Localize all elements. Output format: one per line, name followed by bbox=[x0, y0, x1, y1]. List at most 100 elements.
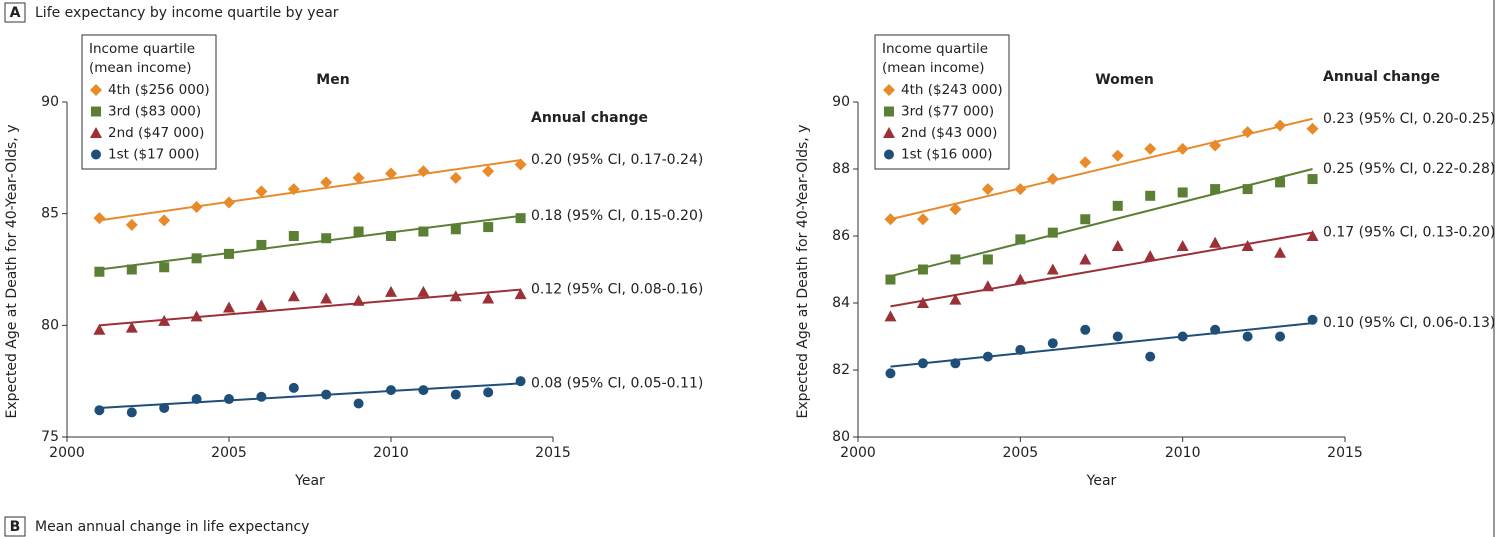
point bbox=[515, 376, 526, 387]
point bbox=[386, 231, 396, 241]
trend-line bbox=[890, 117, 1313, 221]
annotation-title: Annual change bbox=[531, 110, 648, 126]
x-axis-label: Year bbox=[294, 473, 325, 489]
point bbox=[1210, 324, 1221, 335]
point bbox=[1177, 187, 1188, 198]
y-tick-label: 80 bbox=[832, 429, 850, 445]
point bbox=[224, 248, 234, 259]
trend-line bbox=[890, 231, 1313, 308]
point bbox=[1047, 338, 1058, 349]
point bbox=[1176, 142, 1189, 155]
point bbox=[884, 213, 897, 226]
point bbox=[288, 231, 299, 241]
panel-label: A bbox=[10, 5, 21, 21]
legend-label: 4th ($256 000) bbox=[108, 82, 210, 98]
point bbox=[950, 358, 961, 369]
point bbox=[450, 224, 461, 235]
point bbox=[514, 288, 527, 300]
point bbox=[385, 167, 397, 180]
point bbox=[1241, 126, 1254, 139]
point bbox=[1241, 240, 1254, 252]
point bbox=[158, 314, 171, 326]
y-tick-label: 90 bbox=[832, 94, 850, 110]
point bbox=[353, 226, 364, 237]
legend-marker bbox=[883, 127, 895, 138]
trend-line bbox=[99, 288, 521, 327]
point bbox=[885, 274, 896, 285]
point bbox=[1274, 246, 1287, 258]
point bbox=[352, 171, 365, 184]
legend-label: 3rd ($83 000) bbox=[108, 104, 201, 120]
point bbox=[949, 293, 962, 305]
annotation: 0.10 (95% CI, 0.06-0.13) bbox=[1323, 315, 1495, 331]
point bbox=[950, 254, 961, 265]
point bbox=[1242, 331, 1253, 342]
y-axis-label: Expected Age at Death for 40-Year-Olds, … bbox=[795, 125, 811, 419]
chart-subtitle: Men bbox=[316, 72, 349, 88]
point bbox=[385, 285, 397, 297]
point bbox=[1306, 230, 1319, 241]
point bbox=[126, 264, 137, 275]
legend-title: Income quartile bbox=[882, 41, 988, 57]
point bbox=[125, 321, 138, 333]
legend-marker bbox=[91, 106, 101, 117]
point bbox=[1145, 351, 1156, 362]
point bbox=[1079, 156, 1092, 169]
point bbox=[417, 165, 430, 178]
x-axis-label: Year bbox=[1086, 473, 1117, 489]
legend-label: 3rd ($77 000) bbox=[901, 104, 994, 120]
point bbox=[191, 253, 202, 264]
point bbox=[981, 280, 994, 292]
point bbox=[1080, 324, 1091, 335]
point bbox=[1306, 122, 1319, 135]
point bbox=[1112, 331, 1123, 342]
annotation: 0.08 (95% CI, 0.05-0.11) bbox=[531, 375, 703, 391]
point bbox=[386, 385, 396, 396]
annotation: 0.12 (95% CI, 0.08-0.16) bbox=[531, 282, 703, 298]
point bbox=[450, 389, 461, 400]
panel-label-box bbox=[4, 2, 26, 23]
point bbox=[1177, 331, 1188, 342]
point bbox=[126, 407, 137, 418]
point bbox=[190, 200, 203, 213]
point bbox=[483, 387, 494, 398]
legend-title: Income quartile bbox=[89, 41, 195, 57]
trend-line bbox=[890, 168, 1313, 278]
annotation: 0.25 (95% CI, 0.22-0.28) bbox=[1323, 161, 1495, 177]
point bbox=[353, 398, 364, 409]
panel-title: Life expectancy by income quartile by ye… bbox=[35, 5, 339, 21]
point bbox=[916, 297, 929, 308]
legend-marker bbox=[91, 149, 101, 160]
y-tick-label: 90 bbox=[41, 94, 59, 110]
x-tick-label: 2010 bbox=[373, 445, 409, 461]
point bbox=[256, 239, 267, 250]
legend-label: 2nd ($43 000) bbox=[901, 125, 997, 141]
point bbox=[287, 290, 300, 302]
point bbox=[320, 292, 333, 304]
point bbox=[159, 262, 170, 273]
point bbox=[417, 285, 430, 297]
point bbox=[917, 264, 928, 275]
legend-marker bbox=[90, 127, 102, 138]
point bbox=[482, 165, 495, 178]
point bbox=[449, 171, 462, 184]
legend-title: (mean income) bbox=[89, 60, 192, 76]
point bbox=[191, 394, 202, 405]
trend-line bbox=[99, 159, 521, 222]
y-tick-label: 88 bbox=[832, 161, 850, 177]
point bbox=[321, 389, 332, 400]
y-tick-label: 82 bbox=[832, 362, 850, 378]
point bbox=[1275, 177, 1286, 188]
point bbox=[1144, 142, 1157, 155]
point bbox=[1275, 331, 1286, 342]
chart-subtitle: Women bbox=[1095, 72, 1154, 88]
point bbox=[1014, 183, 1027, 196]
point bbox=[917, 358, 928, 369]
legend-marker bbox=[90, 84, 102, 96]
x-tick-label: 2005 bbox=[211, 445, 247, 461]
point bbox=[288, 382, 299, 393]
point bbox=[449, 290, 462, 302]
point bbox=[94, 405, 105, 416]
point bbox=[514, 158, 527, 171]
point bbox=[1307, 314, 1318, 325]
